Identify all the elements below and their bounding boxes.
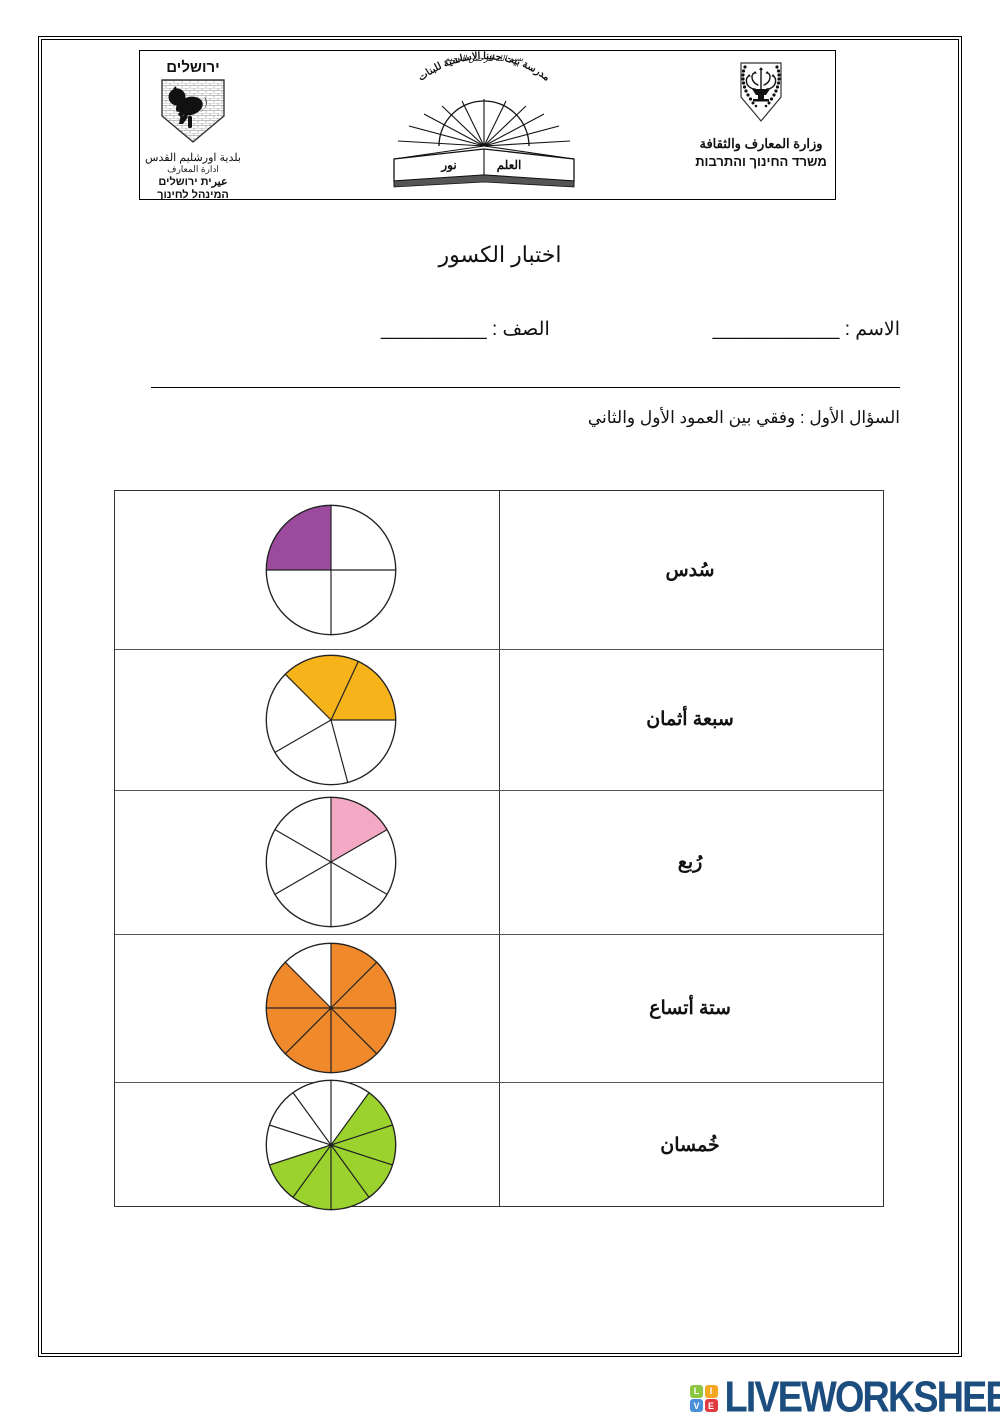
- svg-text:نور: نور: [440, 158, 456, 173]
- svg-text:العلم: العلم: [497, 158, 522, 173]
- svg-text:مدرسة بيت حنينا الاساسية للبنا: مدرسة بيت حنينا الاساسية للبنات: [416, 51, 552, 84]
